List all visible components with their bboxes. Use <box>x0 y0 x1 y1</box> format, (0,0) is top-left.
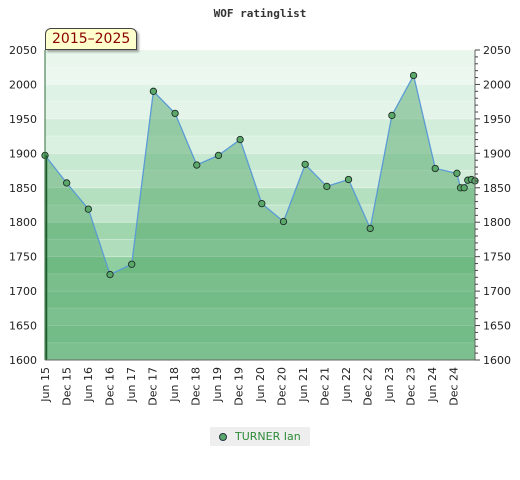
sub-band <box>45 205 475 223</box>
x-tick-label: Dec 24 <box>448 367 461 406</box>
x-tick-label: Jun 17 <box>125 367 138 403</box>
x-tick-label: Jun 18 <box>168 367 181 403</box>
data-point-21 <box>460 184 468 192</box>
band <box>45 256 475 292</box>
data-point-2 <box>84 205 93 213</box>
x-tick-label: Dec 23 <box>405 367 418 406</box>
period-badge: 2015–2025 <box>45 28 138 50</box>
x-tick-label: Jun 15 <box>39 367 52 403</box>
band <box>45 84 475 119</box>
band <box>45 153 475 188</box>
sub-band <box>45 308 475 326</box>
y-tick-left-1850: 1850 <box>9 182 37 195</box>
x-tick-label: Dec 18 <box>190 367 203 406</box>
band <box>45 50 475 85</box>
sub-band <box>45 170 475 188</box>
x-tick-label: Dec 19 <box>233 367 246 406</box>
y-tick-right-1600: 1600 <box>483 354 511 367</box>
sub-band <box>45 67 475 85</box>
y-tick-right-1800: 1800 <box>483 216 511 229</box>
y-tick-right-1700: 1700 <box>483 285 511 298</box>
data-point-8 <box>214 151 223 160</box>
x-tick-label: Jun 23 <box>383 367 396 403</box>
data-point-4 <box>128 260 136 268</box>
y-tick-left-2000: 2000 <box>9 78 37 91</box>
x-tick-label: Dec 15 <box>61 367 74 406</box>
sub-band <box>45 342 475 360</box>
x-tick-label: Jun 16 <box>82 367 95 403</box>
data-point-16 <box>388 111 396 120</box>
y-tick-right-1750: 1750 <box>483 251 511 264</box>
y-tick-right-2000: 2000 <box>483 78 511 91</box>
band <box>45 222 475 257</box>
x-tick-label: Dec 20 <box>276 367 289 406</box>
data-point-14 <box>344 175 353 184</box>
rating-area <box>45 75 475 360</box>
chart-title: WOF ratinglist <box>214 7 307 20</box>
y-tick-right-1850: 1850 <box>483 182 511 195</box>
sub-band <box>45 273 475 292</box>
y-tick-left-1900: 1900 <box>9 147 37 160</box>
legend[interactable]: TURNER Ian <box>210 427 310 446</box>
y-tick-right-1650: 1650 <box>483 320 511 333</box>
x-tick-label: Dec 17 <box>147 367 160 406</box>
sub-band <box>45 239 475 257</box>
y-tick-left-1700: 1700 <box>9 285 37 298</box>
data-point-15 <box>366 224 374 233</box>
x-tick-label: Jun 20 <box>254 367 267 403</box>
y-axis-left: 1600 1650 1700 1750 1800 1850 1900 1950 2000 2050 <box>9 44 48 367</box>
band <box>45 291 475 326</box>
data-point-11 <box>279 217 288 226</box>
data-point-12 <box>301 160 309 169</box>
band <box>45 118 475 154</box>
x-tick-label: Jun 22 <box>340 367 353 403</box>
x-tick-label: Jun 19 <box>211 367 224 403</box>
legend-marker <box>219 433 227 441</box>
horizontal-gridlines <box>45 49 475 361</box>
y-tick-left-2050: 2050 <box>9 44 37 57</box>
data-point-17 <box>409 71 418 80</box>
y-tick-left-1750: 1750 <box>9 251 37 264</box>
sub-band <box>45 136 475 154</box>
data-point-18 <box>431 164 439 173</box>
x-tick-label: Jun 24 <box>426 367 439 403</box>
y-tick-left-1950: 1950 <box>9 113 37 126</box>
data-point-19 <box>453 169 461 177</box>
band <box>45 325 475 360</box>
data-point-1 <box>63 179 71 187</box>
x-tick-label: Dec 21 <box>319 367 332 406</box>
data-point-13 <box>323 182 331 191</box>
y-tick-right-1900: 1900 <box>483 147 511 160</box>
x-tick-label: Dec 22 <box>362 367 375 406</box>
data-point-7 <box>193 161 201 169</box>
data-point-9 <box>236 135 244 144</box>
x-axis: Jun 15 Dec 15 Jun 16 Dec 16 Jun 17 Dec 17 Jun … <box>39 359 475 406</box>
y-tick-left-1600: 1600 <box>9 354 37 367</box>
y-tick-left-1800: 1800 <box>9 216 37 229</box>
y-axis-right: 1600 1650 1700 1750 1800 1850 1900 1950 2000 2050 <box>474 44 511 367</box>
background-bands <box>45 50 475 360</box>
y-tick-left-1650: 1650 <box>9 320 37 333</box>
data-point-10 <box>258 199 266 208</box>
data-point-6 <box>171 109 179 118</box>
y-tick-right-1950: 1950 <box>483 113 511 126</box>
sub-band <box>45 101 475 119</box>
x-tick-label: Jun 21 <box>297 367 310 403</box>
data-point-3 <box>106 270 114 279</box>
y-tick-right-2050: 2050 <box>483 44 511 57</box>
data-point-5 <box>149 87 158 95</box>
legend-series-name: TURNER Ian <box>235 430 301 443</box>
x-tick-label: Dec 16 <box>104 367 117 406</box>
